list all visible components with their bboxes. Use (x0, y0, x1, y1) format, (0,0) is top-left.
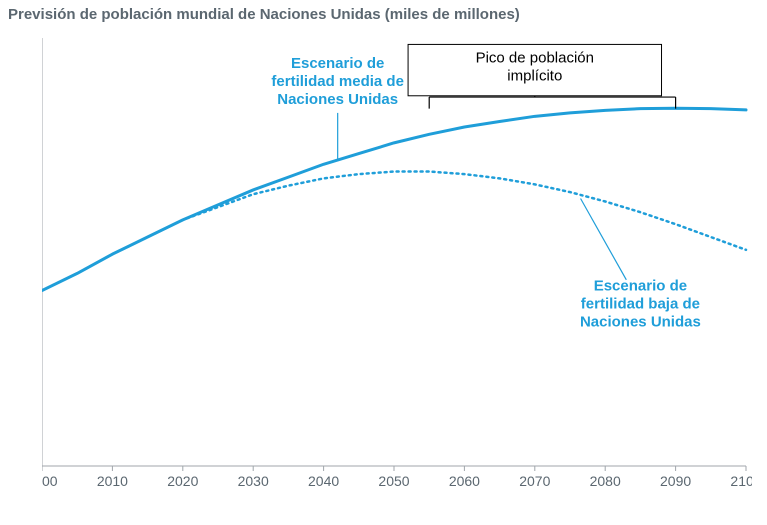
x-tick-label: 2010 (97, 473, 128, 488)
x-tick-label: 2060 (449, 473, 480, 488)
chart-title: Previsión de población mundial de Nacion… (8, 6, 520, 23)
series-medium_fertility (42, 108, 746, 290)
annotations-group: Escenario defertilidad media deNaciones … (271, 44, 700, 330)
annot-medium-line-0: Escenario de (291, 55, 384, 72)
x-tick-label: 2030 (238, 473, 269, 488)
annot-low-line-0: Escenario de (594, 278, 687, 295)
peak-text-line-0: Pico de población (476, 49, 594, 66)
annot-low-leader (581, 199, 627, 280)
annot-low-line-1: fertilidad baja de (581, 296, 700, 313)
annot-low-line-2: Naciones Unidas (580, 314, 701, 331)
series-low_fertility (42, 172, 746, 291)
x-tick-label: 2090 (660, 473, 691, 488)
chart-container: Previsión de población mundial de Nacion… (0, 0, 767, 525)
x-tick-label: 2020 (167, 473, 198, 488)
chart-plot: 2468101220002010202020302040205020602070… (42, 38, 752, 488)
x-tick-label: 2000 (42, 473, 58, 488)
annot-medium-line-1: fertilidad media de (271, 73, 404, 90)
x-tick-label: 2080 (590, 473, 621, 488)
x-tick-label: 2050 (378, 473, 409, 488)
x-tick-label: 2070 (519, 473, 550, 488)
x-tick-label: 2100 (730, 473, 752, 488)
x-tick-label: 2040 (308, 473, 339, 488)
annot-medium-line-2: Naciones Unidas (277, 91, 398, 108)
peak-text-line-1: implícito (507, 67, 562, 84)
series-group (42, 108, 746, 290)
